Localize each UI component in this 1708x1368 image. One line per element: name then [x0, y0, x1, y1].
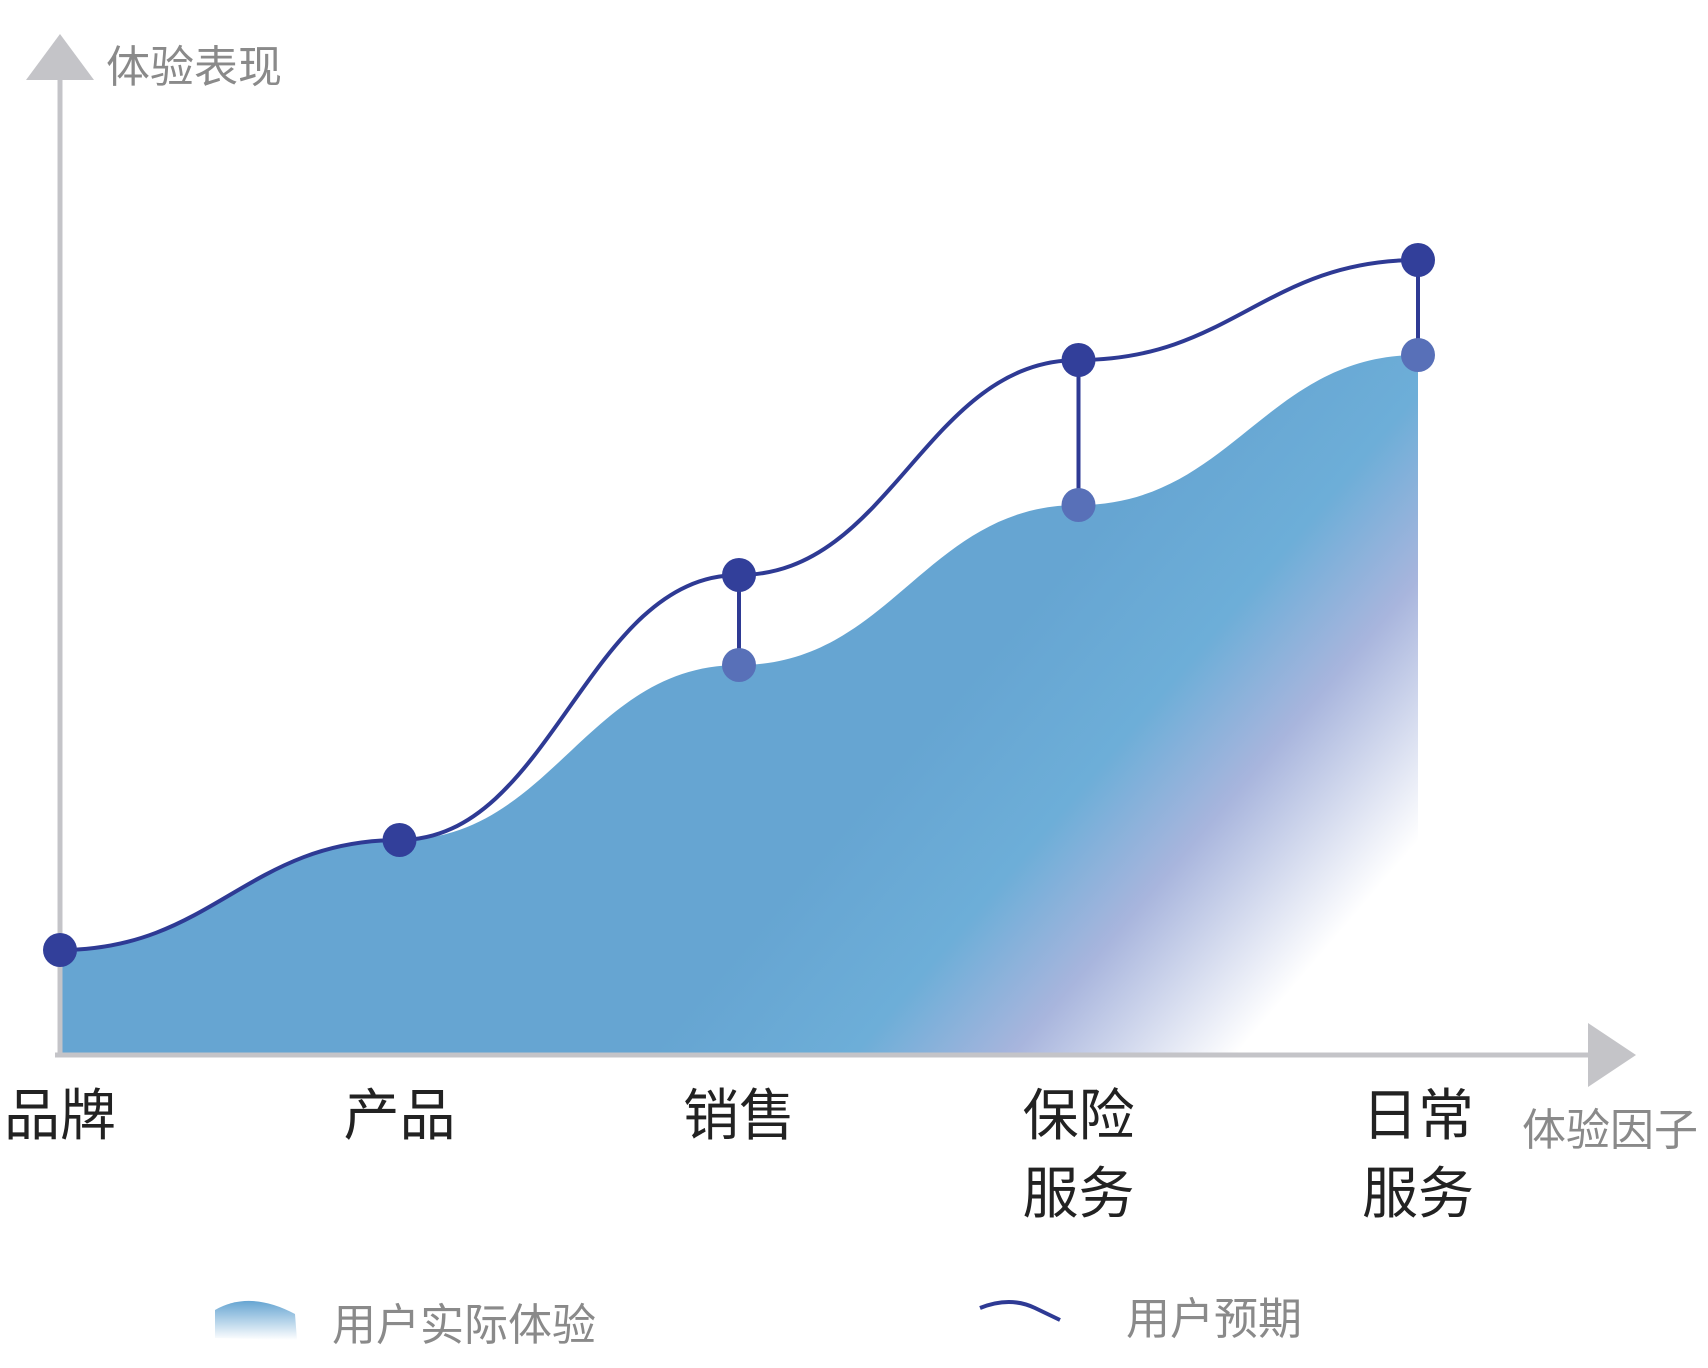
category-label-3-1: 服务	[1023, 1162, 1135, 1227]
y-axis-arrow	[26, 34, 94, 80]
data-points	[43, 243, 1435, 967]
category-label-4-0: 日常	[1362, 1084, 1474, 1149]
expectation-point-2	[722, 558, 756, 592]
actual-point-3	[1061, 488, 1096, 522]
actual-point-2	[722, 648, 756, 682]
category-label-0-0: 品牌	[4, 1084, 116, 1149]
x-axis-title: 体验因子	[1522, 1105, 1698, 1156]
y-axis-title: 体验表现	[106, 42, 282, 93]
expectation-point-3	[1061, 343, 1096, 377]
legend-line-swatch	[979, 1300, 1061, 1322]
legend-label-expectation: 用户预期	[1126, 1294, 1302, 1345]
category-label-2-0: 销售	[683, 1084, 795, 1149]
legend-label-actual: 用户实际体验	[332, 1300, 596, 1351]
expectation-point-4	[1401, 243, 1435, 277]
expectation-point-0	[43, 933, 77, 967]
category-label-3-0: 保险	[1023, 1084, 1135, 1149]
expectation-point-1	[382, 823, 417, 857]
x-axis-arrow	[1588, 1023, 1636, 1087]
actual-point-4	[1401, 338, 1435, 372]
actual-experience-area-layer	[60, 355, 1418, 1055]
actual-experience-area	[60, 355, 1418, 1055]
legend: 用户实际体验 用户预期	[215, 1294, 1302, 1351]
category-label-4-1: 服务	[1362, 1162, 1474, 1227]
category-label-1-0: 产品	[344, 1084, 456, 1149]
legend-area-swatch	[215, 1300, 297, 1340]
axes: 体验表现 体验因子	[26, 34, 1698, 1156]
